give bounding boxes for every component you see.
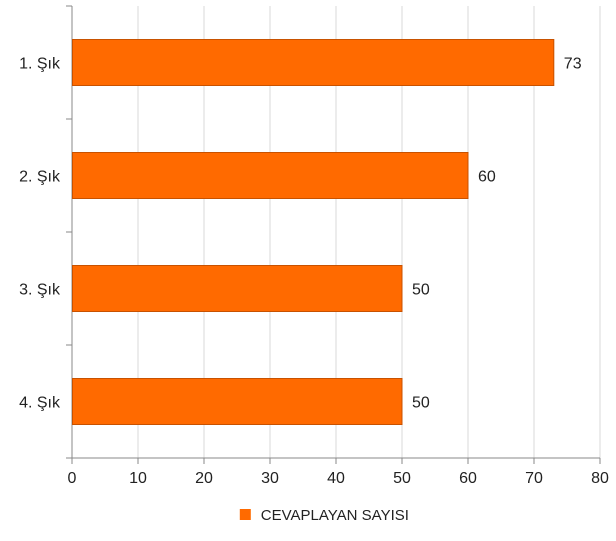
x-tick-label: 50 (393, 470, 411, 487)
x-tick-label: 0 (68, 470, 77, 487)
data-label: 50 (412, 395, 430, 412)
legend-swatch (239, 509, 251, 520)
bar (72, 265, 403, 312)
bar (72, 152, 469, 199)
labels: 0 10 20 30 40 50 60 70 80 1. Şık 73 2. Şık 60 3. Şık 5… (19, 56, 609, 488)
x-tick-label: 30 (261, 470, 279, 487)
bar (72, 39, 555, 86)
x-tick-label: 40 (327, 470, 345, 487)
legend-label: CEVAPLAYAN SAYISI (261, 507, 409, 524)
data-label: 60 (478, 169, 496, 186)
legend: CEVAPLAYAN SAYISI (239, 507, 409, 524)
category-label: 1. Şık (19, 56, 61, 73)
category-label: 3. Şık (19, 282, 61, 299)
bars (72, 39, 555, 425)
x-tick-label: 20 (195, 470, 213, 487)
bar (72, 378, 403, 425)
data-label: 50 (412, 282, 430, 299)
category-label: 4. Şık (19, 395, 61, 412)
x-tick-label: 10 (129, 470, 147, 487)
x-tick-label: 80 (591, 470, 609, 487)
data-label: 73 (564, 56, 582, 73)
x-tick-label: 70 (525, 470, 543, 487)
category-label: 2. Şık (19, 169, 61, 186)
x-tick-label: 60 (459, 470, 477, 487)
